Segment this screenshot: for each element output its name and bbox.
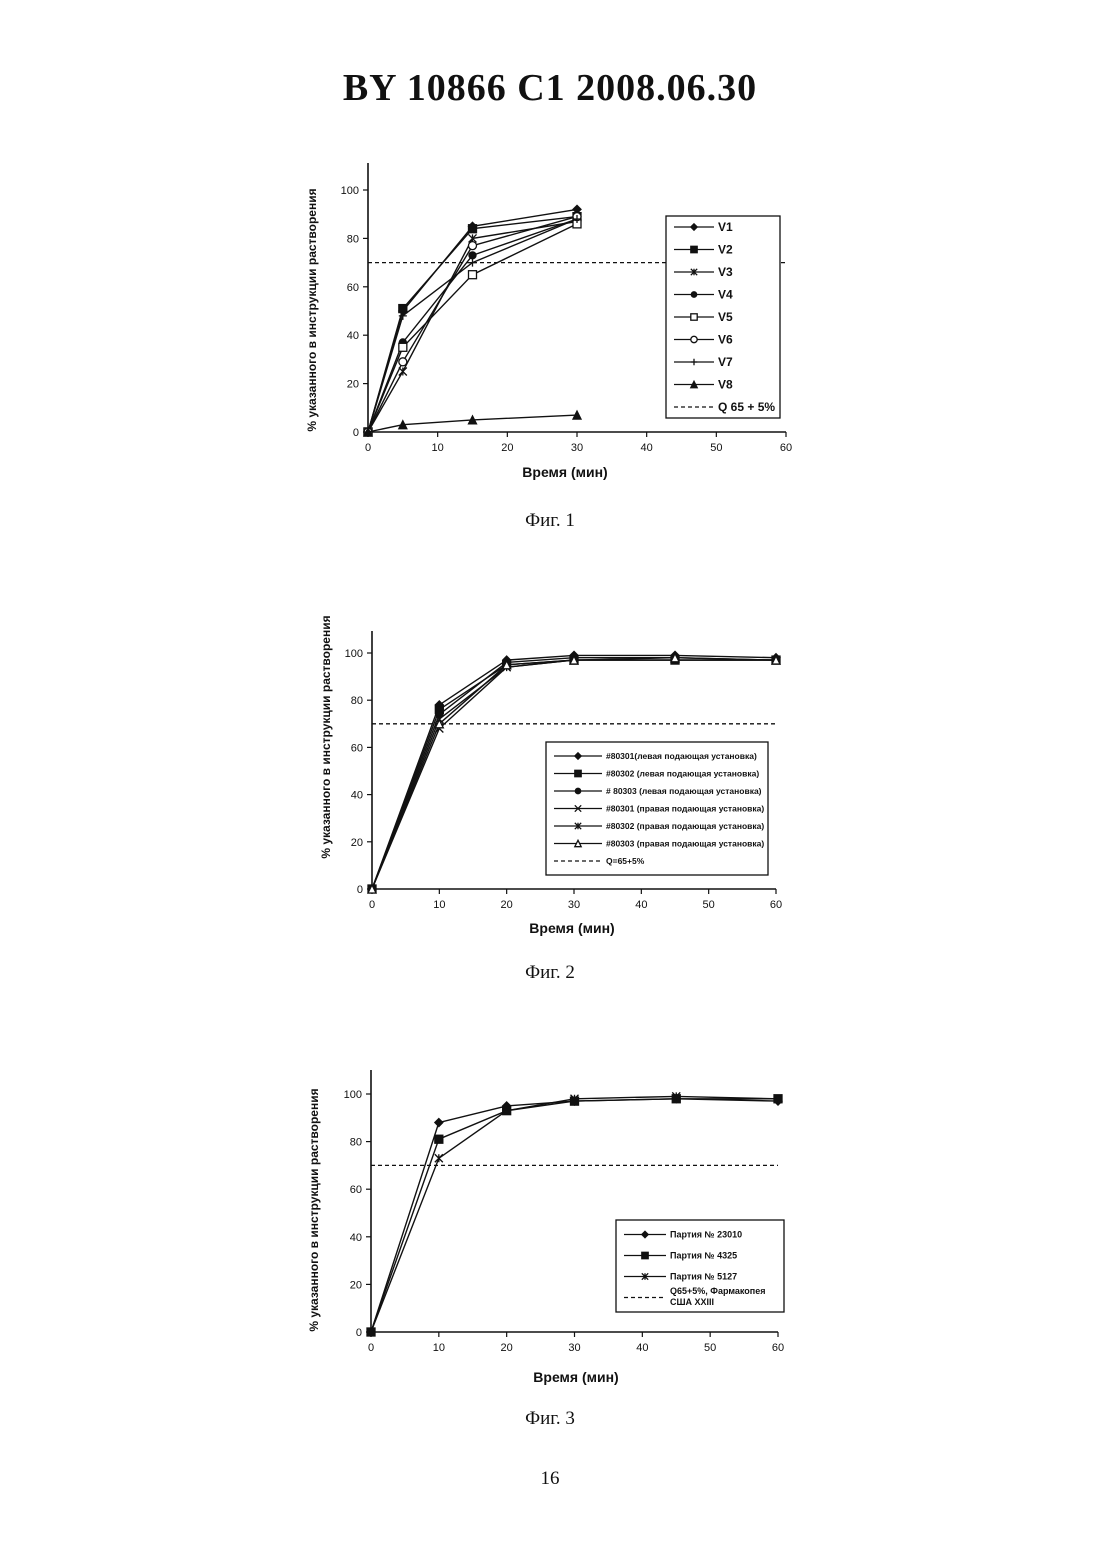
legend-reference-label: Q=65+5% [606, 856, 645, 866]
x-tick-label: 60 [780, 442, 792, 454]
legend-marker [575, 788, 580, 793]
x-axis-label: Время (мин) [533, 1369, 618, 1385]
data-point [469, 225, 477, 233]
y-tick-label: 40 [347, 330, 359, 342]
data-point [435, 1154, 443, 1162]
legend-label: V8 [718, 378, 733, 392]
legend-reference-label: США XXIII [670, 1297, 714, 1307]
y-tick-label: 60 [351, 742, 363, 754]
x-tick-label: 20 [501, 442, 513, 454]
x-tick-label: 20 [501, 899, 513, 911]
y-tick-label: 100 [341, 185, 359, 197]
y-tick-label: 40 [351, 790, 363, 802]
x-tick-label: 50 [703, 899, 715, 911]
legend-marker [642, 1252, 648, 1258]
data-point [399, 343, 407, 351]
figure-caption-2: Фиг. 2 [0, 962, 1100, 984]
legend: V1 V2 V3 V4 V5 V6 V7 V8 Q 65 + 5% [666, 216, 780, 418]
x-tick-label: 40 [635, 899, 647, 911]
x-tick-label: 30 [568, 1342, 580, 1354]
legend-label: V3 [718, 265, 733, 279]
series-line [368, 219, 577, 432]
legend-label: # 80303 (левая подающая установка) [606, 786, 762, 796]
y-axis-label: % указанного в инструкции растворения [305, 188, 319, 431]
legend-label: V1 [718, 220, 733, 234]
x-tick-label: 60 [772, 1342, 784, 1354]
data-point [469, 252, 476, 259]
legend: #80301(левая подающая установка) #80302 (… [546, 742, 768, 875]
y-tick-label: 60 [350, 1184, 362, 1196]
document-header: BY 10866 C1 2008.06.30 [0, 66, 1100, 110]
y-tick-label: 40 [350, 1232, 362, 1244]
data-point [399, 358, 407, 366]
y-tick-label: 80 [347, 233, 359, 245]
y-tick-label: 60 [347, 282, 359, 294]
data-point [469, 242, 477, 250]
figure-caption-3: Фиг. 3 [0, 1408, 1100, 1430]
y-axis-label: % указанного в инструкции растворения [307, 1088, 321, 1331]
data-point [399, 305, 407, 313]
x-tick-label: 60 [770, 899, 782, 911]
x-tick-label: 20 [501, 1342, 513, 1354]
data-point [435, 1119, 443, 1127]
x-tick-label: 40 [636, 1342, 648, 1354]
x-tick-label: 30 [568, 899, 580, 911]
y-tick-label: 80 [350, 1137, 362, 1149]
legend-label: #80302 (левая подающая установка) [606, 768, 759, 778]
series-6 [364, 213, 581, 436]
y-tick-label: 0 [357, 884, 363, 896]
legend-reference-label: Q65+5%, Фармакопея [670, 1286, 765, 1296]
x-tick-label: 50 [704, 1342, 716, 1354]
legend-label: V4 [718, 288, 733, 302]
page-number: 16 [0, 1468, 1100, 1490]
x-tick-label: 0 [369, 899, 375, 911]
x-tick-label: 10 [433, 1342, 445, 1354]
legend-label: #80302 (правая подающая установка) [606, 821, 764, 831]
legend-label: V5 [718, 310, 733, 324]
dissolution-chart-fig1: 0 10 20 30 40 50 60 0 20 40 60 80 100 % указанного в … [0, 150, 1100, 530]
y-tick-label: 20 [347, 379, 359, 391]
legend-marker [691, 336, 697, 342]
x-tick-label: 0 [368, 1342, 374, 1354]
y-tick-label: 20 [351, 837, 363, 849]
legend-marker [691, 246, 697, 252]
data-point [435, 1135, 443, 1143]
legend-label: #80301(левая подающая установка) [606, 751, 757, 761]
y-tick-label: 80 [351, 695, 363, 707]
legend-label: V7 [718, 355, 733, 369]
x-tick-label: 0 [365, 442, 371, 454]
x-tick-label: 10 [433, 899, 445, 911]
y-tick-label: 20 [350, 1279, 362, 1291]
legend-reference-label: Q 65 + 5% [718, 400, 775, 414]
x-axis-label: Время (мин) [522, 464, 607, 480]
dissolution-chart-fig2: 0 10 20 30 40 50 60 0 20 40 60 80 100 % указанного в … [0, 610, 1100, 950]
dissolution-chart-fig3: 0 10 20 30 40 50 60 0 20 40 60 80 100 % указанного в … [0, 1070, 1100, 1400]
legend-label: #80301 (правая подающая установка) [606, 803, 764, 813]
x-tick-label: 10 [432, 442, 444, 454]
y-tick-label: 0 [353, 427, 359, 439]
y-tick-label: 0 [356, 1327, 362, 1339]
legend: Партия № 23010 Партия № 4325 Партия № 5127… [616, 1220, 784, 1312]
legend-marker [691, 314, 697, 320]
legend-label: V2 [718, 243, 733, 257]
figure-caption-1: Фиг. 1 [0, 510, 1100, 532]
legend-label: #80303 (правая подающая установка) [606, 838, 764, 848]
legend-marker [575, 770, 581, 776]
legend-label: V6 [718, 333, 733, 347]
y-tick-label: 100 [344, 1089, 362, 1101]
x-tick-label: 30 [571, 442, 583, 454]
x-tick-label: 40 [641, 442, 653, 454]
legend-label: Партия № 23010 [670, 1230, 742, 1240]
x-tick-label: 50 [710, 442, 722, 454]
legend-label: Партия № 4325 [670, 1251, 737, 1261]
legend-marker [691, 292, 696, 297]
legend-label: Партия № 5127 [670, 1272, 737, 1282]
x-axis-label: Время (мин) [529, 920, 614, 936]
y-axis-label: % указанного в инструкции растворения [319, 615, 333, 858]
data-point [469, 271, 477, 279]
y-tick-label: 100 [345, 648, 363, 660]
